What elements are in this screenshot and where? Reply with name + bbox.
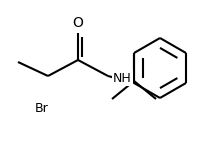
Text: Br: Br xyxy=(35,102,49,115)
Text: O: O xyxy=(73,16,83,30)
Text: NH: NH xyxy=(113,72,132,84)
